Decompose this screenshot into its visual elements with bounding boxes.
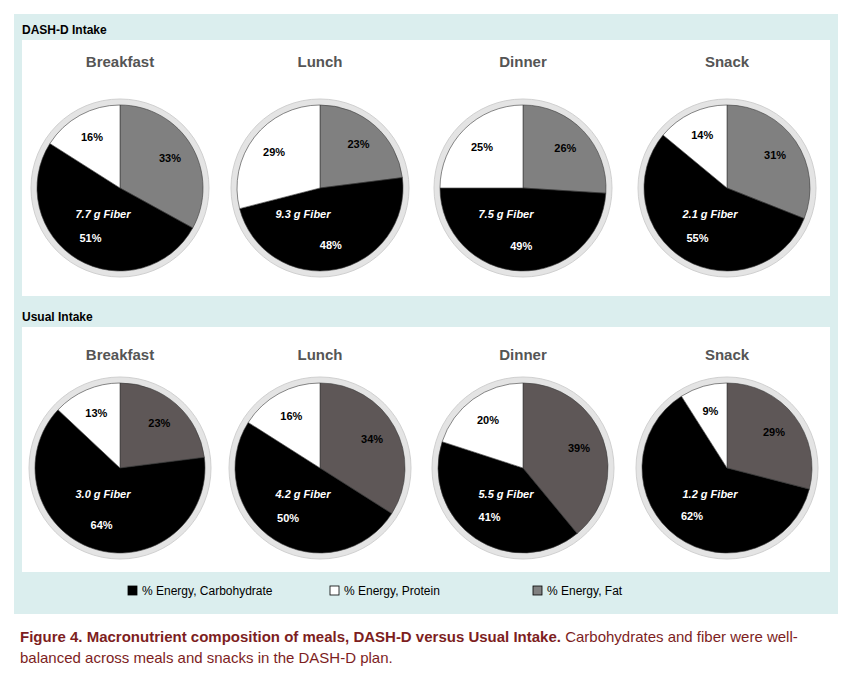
legend-label: % Energy, Carbohydrate [142, 584, 273, 598]
panel-title: Usual Intake [22, 310, 93, 324]
panel [22, 40, 830, 296]
data-label: 64% [91, 519, 113, 531]
data-label: 62% [681, 510, 703, 522]
pie-slice: % Energy, Protein [442, 383, 523, 468]
panel-title: DASH-D Intake [22, 23, 107, 37]
pie-ring [29, 377, 211, 559]
legend-swatch [533, 586, 542, 595]
pie-ring [31, 99, 209, 277]
caption-title: Figure 4. Macronutrient composition of m… [20, 628, 561, 645]
pie-slice: % Energy, Protein [681, 383, 727, 468]
pie-slice: % Energy, Protein [50, 105, 120, 188]
pie-title: Snack [705, 53, 750, 70]
data-label: 13% [85, 407, 107, 419]
data-label: 41% [479, 511, 501, 523]
figure: DASH-D IntakeUsual IntakeBreakfast% Ener… [0, 0, 852, 614]
fiber-annotation: 2.1 g Fiber [681, 208, 738, 220]
data-label: 39% [568, 442, 590, 454]
pie-ring [229, 377, 411, 559]
data-label: 31% [764, 149, 786, 161]
pie-slice: % Energy, Protein [237, 105, 320, 209]
pie-title: Breakfast [86, 346, 154, 363]
pie-title: Dinner [499, 53, 547, 70]
pie-slice: % Energy, Fat [120, 383, 204, 468]
data-label: 20% [477, 414, 499, 426]
pie-title: Lunch [298, 346, 343, 363]
legend-swatch [330, 586, 339, 595]
data-label: 25% [471, 141, 493, 153]
pie-ring [231, 99, 409, 277]
fiber-annotation: 7.5 g Fiber [478, 208, 534, 220]
data-label: 51% [79, 232, 101, 244]
fiber-annotation: 9.3 g Fiber [275, 208, 331, 220]
data-label: 9% [702, 405, 718, 417]
data-label: 26% [554, 142, 576, 154]
pie-slice: % Energy, Protein [440, 105, 523, 188]
pie-ring [432, 377, 614, 559]
pie-title: Snack [705, 346, 750, 363]
data-label: 55% [686, 232, 708, 244]
data-label: 50% [277, 512, 299, 524]
fiber-annotation: 7.7 g Fiber [75, 208, 131, 220]
data-label: 49% [510, 240, 532, 252]
data-label: 29% [763, 426, 785, 438]
pie-title: Dinner [499, 346, 547, 363]
legend-label: % Energy, Protein [344, 584, 440, 598]
pie-slice: % Energy, Fat [320, 105, 402, 188]
pie-slice: % Energy, Protein [248, 383, 320, 468]
pie-chart: Snack% Energy, Fat% Energy, Carbohydrate… [636, 346, 818, 559]
pie-slice: % Energy, Carbohydrate [440, 188, 606, 271]
pie-title: Breakfast [86, 53, 154, 70]
data-label: 48% [320, 239, 342, 251]
fiber-annotation: 5.5 g Fiber [478, 488, 534, 500]
pie-chart: Breakfast% Energy, Fat% Energy, Carbohyd… [31, 53, 209, 277]
data-label: 34% [361, 433, 383, 445]
pie-chart: Lunch% Energy, Fat% Energy, Carbohydrate… [229, 346, 411, 559]
pie-ring [636, 377, 818, 559]
panel [22, 327, 830, 572]
pie-slice: % Energy, Protein [663, 105, 727, 188]
data-label: 16% [81, 131, 103, 143]
data-label: 23% [347, 138, 369, 150]
pie-chart: Dinner % Energy, Fat% Energy, Carbohydrat… [434, 53, 612, 277]
pie-chart: Breakfast% Energy, Fat% Energy, Carbohyd… [29, 346, 211, 559]
pie-chart: Snack% Energy, Fat% Energy, Carbohydrate… [638, 53, 816, 277]
data-label: 33% [159, 152, 181, 164]
legend-label: % Energy, Fat [547, 584, 623, 598]
fiber-annotation: 3.0 g Fiber [75, 488, 131, 500]
data-label: 16% [280, 410, 302, 422]
pie-chart: Lunch% Energy, Fat% Energy, Carbohydrate… [231, 53, 409, 277]
pie-slice: % Energy, Fat [523, 105, 606, 193]
fiber-annotation: 4.2 g Fiber [274, 488, 331, 500]
pie-ring [638, 99, 816, 277]
data-label: 14% [691, 129, 713, 141]
pie-slice: % Energy, Protein [58, 383, 120, 468]
data-label: 29% [263, 146, 285, 158]
legend: % Energy, Carbohydrate % Energy, Protein%… [128, 584, 623, 598]
legend-swatch [128, 586, 137, 595]
pie-ring [434, 99, 612, 277]
fiber-annotation: 1.2 g Fiber [682, 488, 738, 500]
data-label: 23% [148, 417, 170, 429]
background [14, 14, 838, 614]
caption: Figure 4. Macronutrient composition of m… [20, 626, 835, 668]
pie-title: Lunch [298, 53, 343, 70]
pie-chart: Dinner% Energy, Fat% Energy, Carbohydrat… [432, 346, 614, 559]
